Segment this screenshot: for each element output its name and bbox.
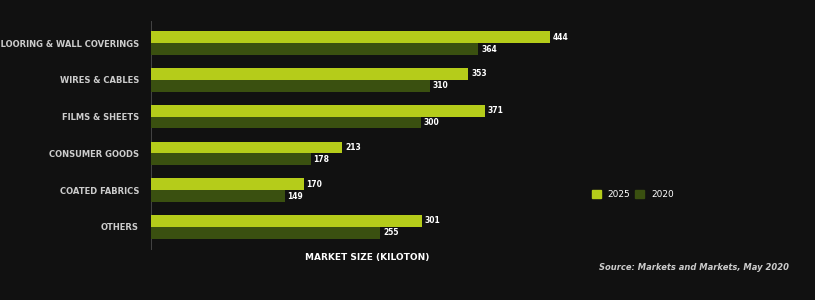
Text: 301: 301 [425, 217, 440, 226]
Bar [151, 215, 421, 227]
Text: 353: 353 [471, 70, 487, 79]
Bar [151, 105, 485, 117]
Bar [151, 178, 304, 190]
Bar [151, 142, 342, 153]
Legend: 2025, 2020: 2025, 2020 [592, 190, 674, 199]
Bar [151, 43, 478, 55]
Text: 170: 170 [306, 180, 322, 189]
Bar [151, 153, 311, 165]
Text: 178: 178 [314, 155, 329, 164]
Text: 255: 255 [383, 228, 399, 237]
Bar [151, 227, 381, 239]
Bar [151, 190, 285, 202]
Text: 310: 310 [433, 81, 448, 90]
Bar [151, 68, 469, 80]
Text: 149: 149 [288, 191, 303, 200]
X-axis label: MARKET SIZE (KILOTON): MARKET SIZE (KILOTON) [305, 253, 429, 262]
Bar [151, 32, 550, 43]
Text: 364: 364 [481, 44, 497, 53]
Text: 300: 300 [424, 118, 439, 127]
Bar [151, 80, 430, 92]
Text: 371: 371 [487, 106, 503, 115]
Text: 213: 213 [346, 143, 361, 152]
Text: 444: 444 [553, 33, 569, 42]
Bar [151, 117, 421, 128]
Text: Source: Markets and Markets, May 2020: Source: Markets and Markets, May 2020 [599, 263, 789, 272]
